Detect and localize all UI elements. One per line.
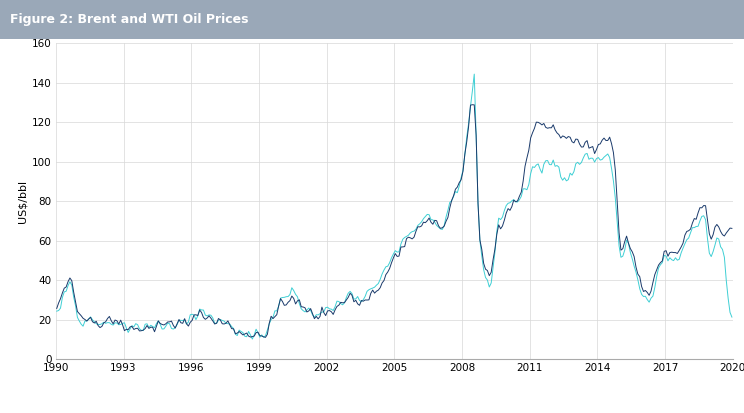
WTI	[350, 297, 359, 301]
Brent	[289, 296, 298, 301]
Brent	[350, 299, 359, 304]
Text: Figure 2: Brent and WTI Oil Prices: Figure 2: Brent and WTI Oil Prices	[10, 13, 248, 26]
WTI	[255, 335, 264, 339]
Y-axis label: US$/bbl: US$/bbl	[18, 180, 28, 223]
WTI	[469, 71, 478, 76]
Brent	[693, 211, 702, 216]
WTI	[278, 295, 287, 300]
WTI	[248, 337, 257, 342]
Brent	[254, 330, 263, 335]
Brent	[261, 335, 270, 340]
WTI	[289, 288, 298, 293]
Line: WTI: WTI	[57, 74, 732, 339]
WTI	[135, 326, 144, 331]
Brent	[728, 226, 737, 231]
Brent	[52, 306, 61, 311]
WTI	[728, 315, 737, 320]
WTI	[693, 224, 702, 229]
Brent	[135, 328, 144, 333]
WTI	[52, 309, 61, 313]
Brent	[468, 102, 477, 107]
Line: Brent: Brent	[57, 105, 732, 337]
Brent	[278, 299, 287, 304]
